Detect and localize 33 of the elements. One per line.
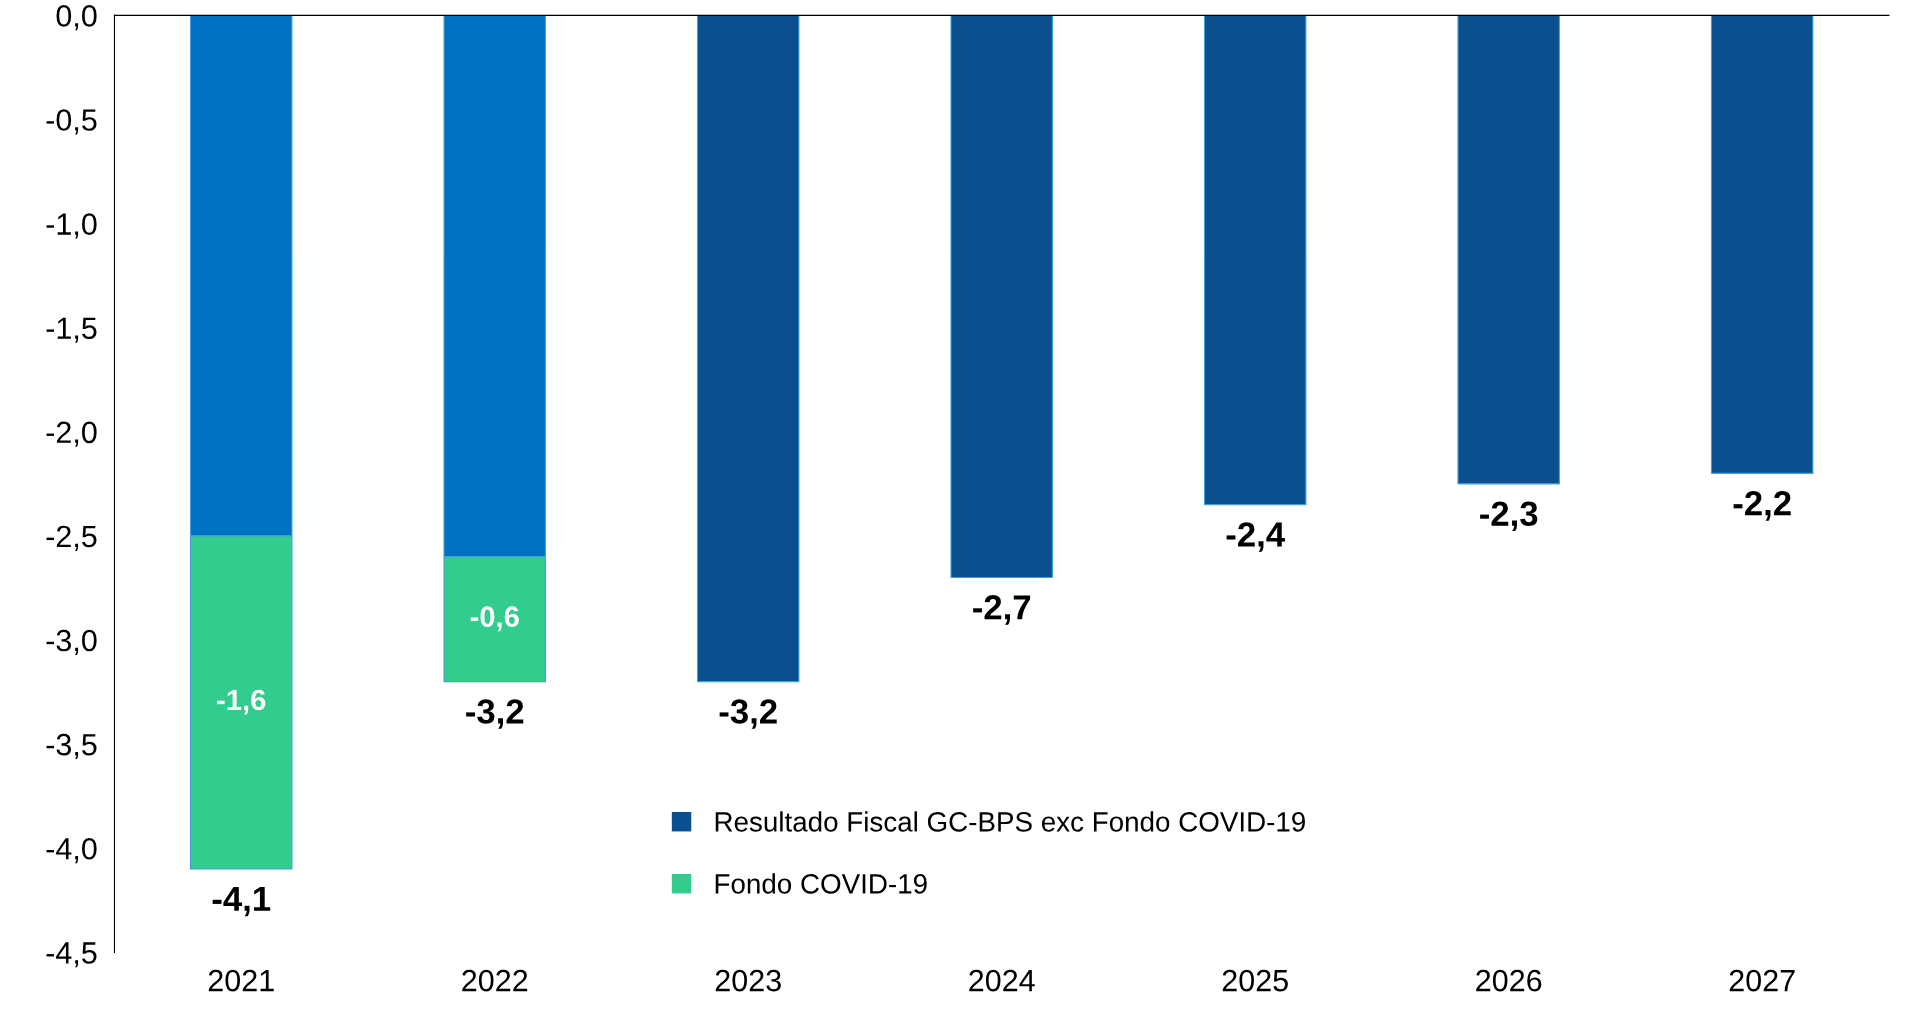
x-tick-label: 2022 — [462, 969, 528, 992]
total-label: -2,4 — [1226, 522, 1285, 552]
y-tick-label: -0,5 — [46, 109, 97, 135]
y-tick-label: -2,5 — [46, 525, 97, 551]
bar — [1203, 15, 1307, 506]
bar — [1457, 15, 1560, 485]
bar — [1710, 15, 1814, 474]
data-label: -1,6 — [217, 689, 266, 715]
x-tick-label: 2024 — [969, 969, 1035, 992]
y-tick-label: -1,5 — [46, 317, 97, 343]
total-label: -2,2 — [1733, 491, 1791, 521]
legend-label: Resultado Fiscal GC-BPS exc Fondo COVID-19 — [715, 811, 1305, 832]
total-label: -3,2 — [719, 699, 777, 729]
x-tick-label: 2023 — [715, 969, 781, 992]
y-tick-label: -3,0 — [46, 629, 97, 655]
x-tick-label: 2025 — [1222, 969, 1288, 992]
total-label: -4,1 — [212, 886, 271, 917]
bar — [950, 15, 1053, 579]
y-tick-label: -3,5 — [46, 733, 97, 760]
y-tick-label: -4,0 — [46, 837, 97, 864]
y-tick-label: -2,0 — [46, 421, 97, 447]
x-tick-label: 2021 — [208, 969, 274, 992]
legend-label: Fondo COVID-19 — [715, 873, 927, 894]
total-label: -2,7 — [973, 595, 1031, 625]
x-tick-label: 2027 — [1729, 969, 1795, 992]
y-tick-label: -1,0 — [46, 213, 97, 239]
total-label: -3,2 — [466, 699, 524, 729]
data-label: -0,6 — [470, 606, 519, 632]
x-tick-label: 2026 — [1476, 969, 1542, 992]
bar — [696, 15, 800, 683]
y-tick-label: -4,5 — [46, 942, 97, 968]
total-label: -2,3 — [1480, 501, 1538, 532]
y-tick-label: 0,0 — [56, 5, 97, 31]
